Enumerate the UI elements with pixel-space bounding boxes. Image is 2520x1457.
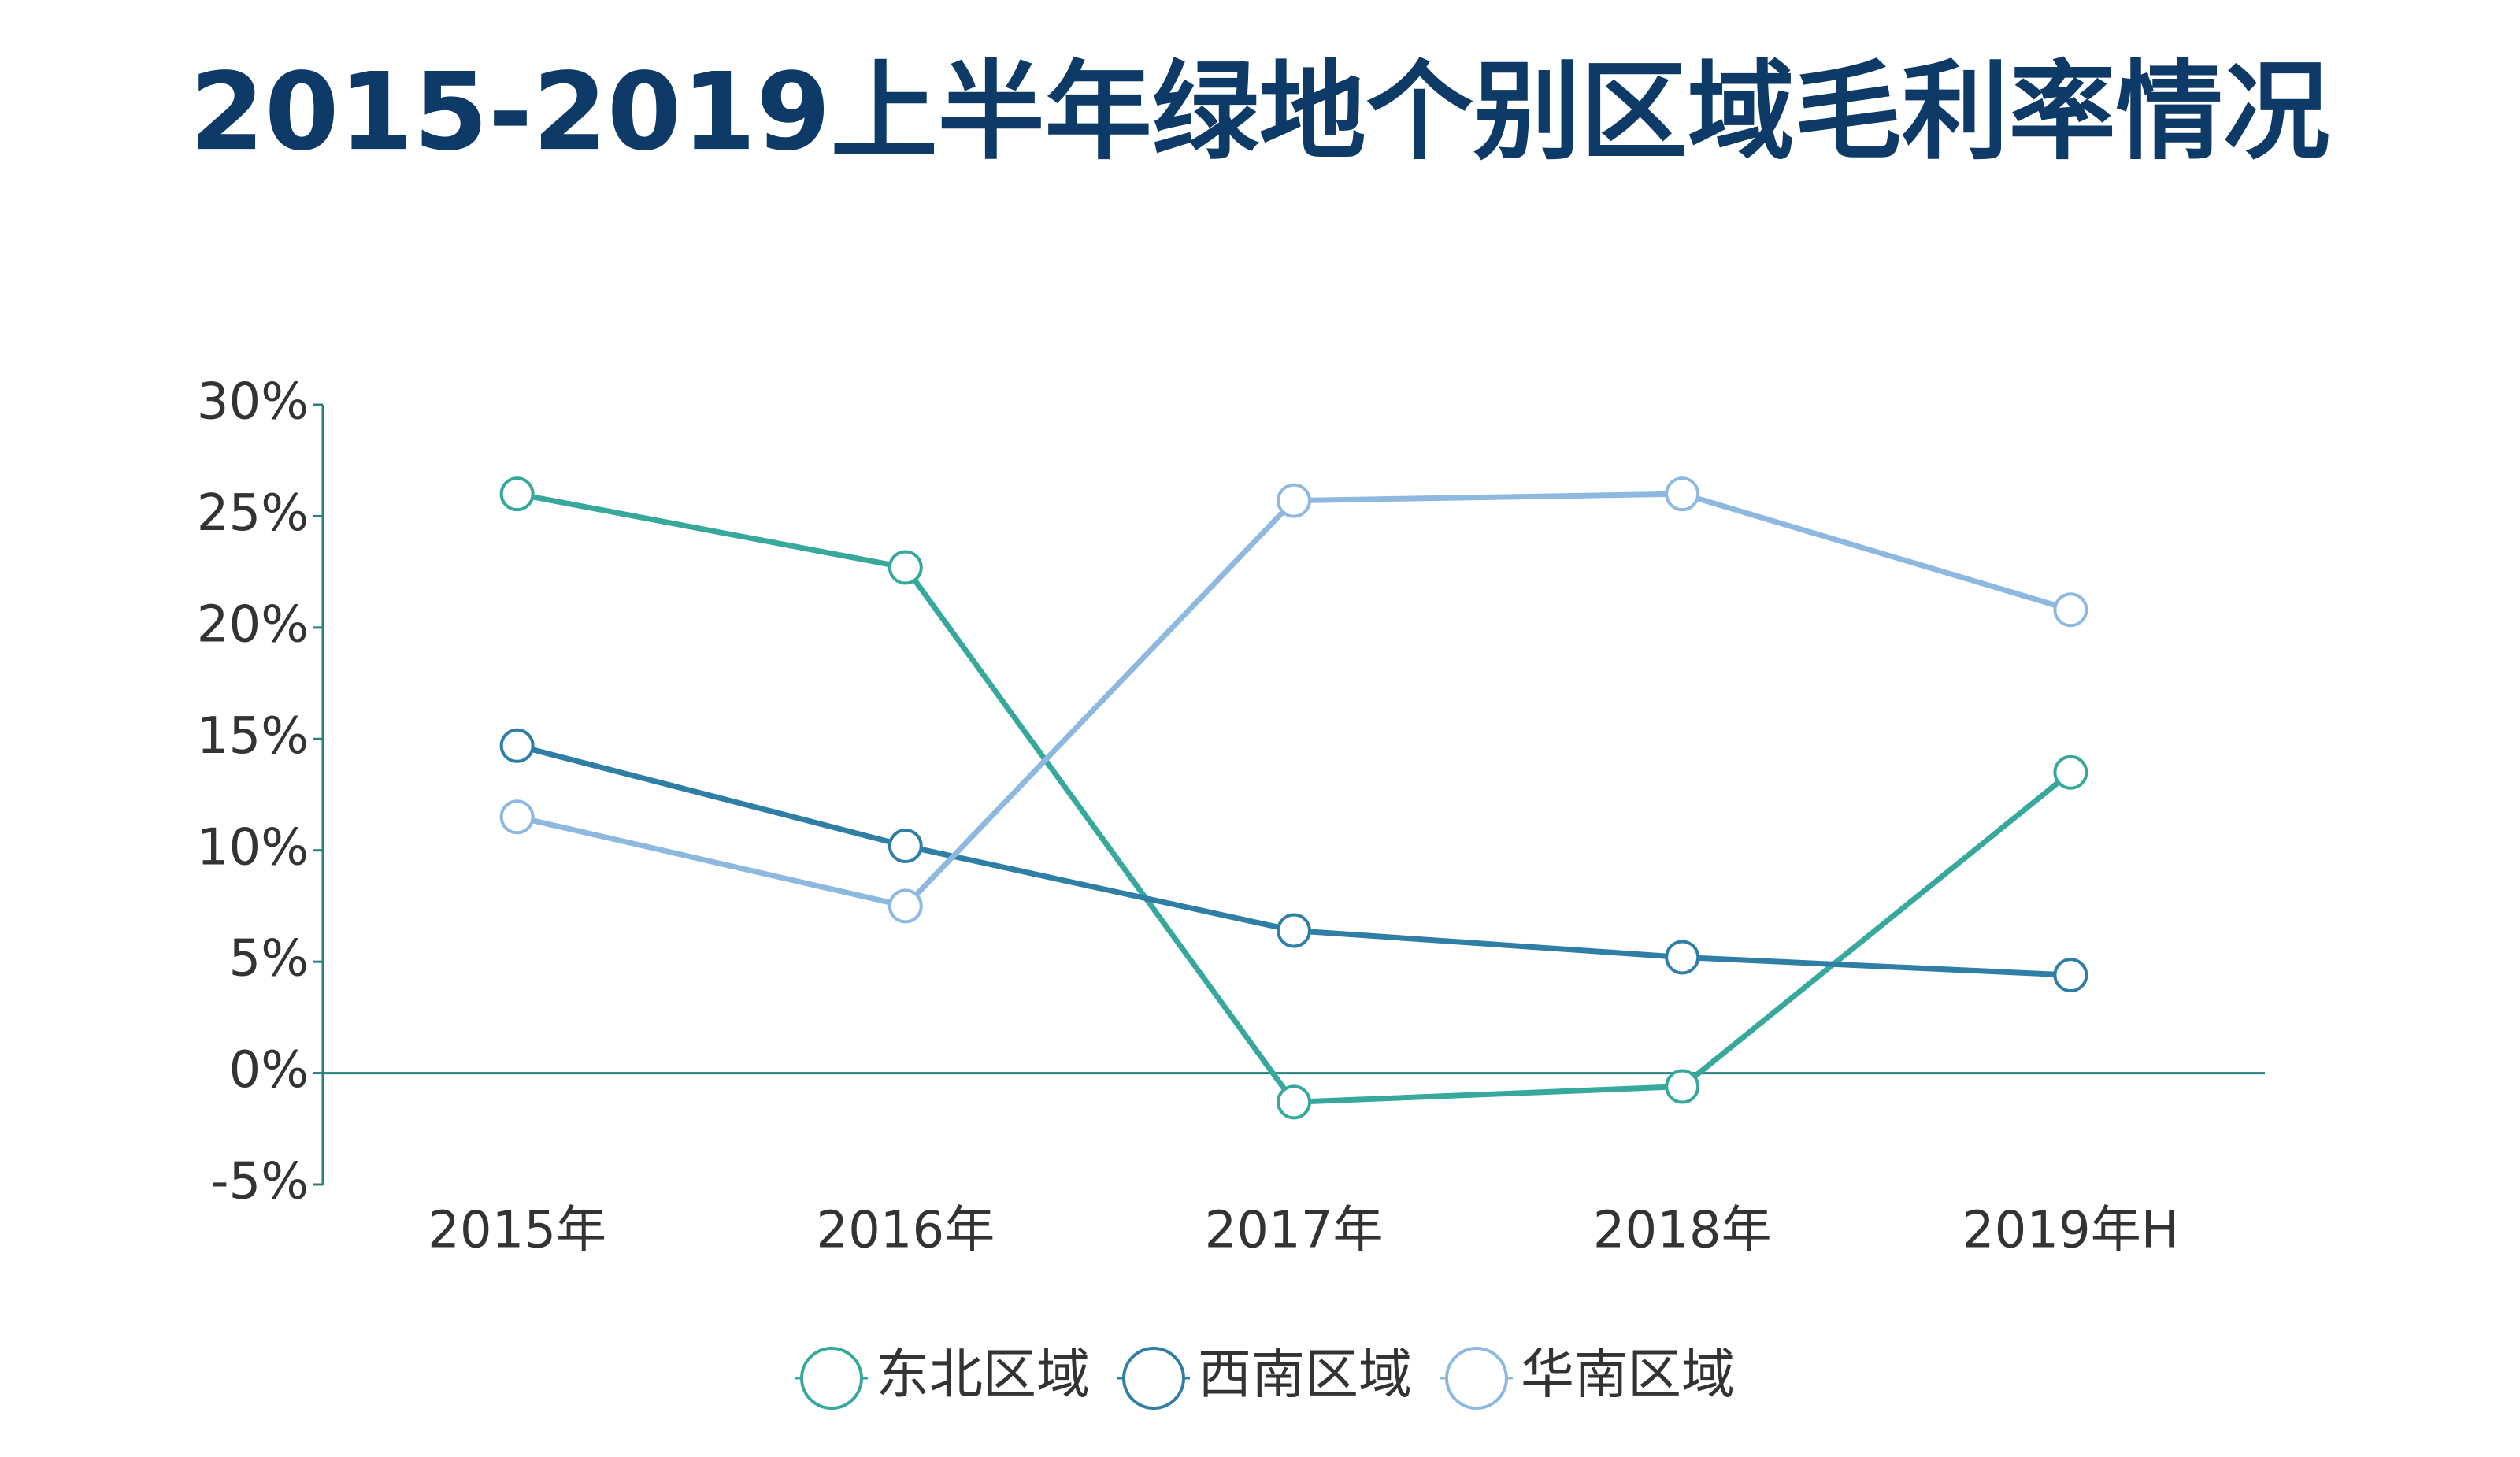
chart-title: 2015-2019上半年绿地个别区域毛利率情况 bbox=[190, 50, 2329, 175]
y-tick-label: 10% bbox=[197, 818, 309, 877]
y-tick-label: 5% bbox=[228, 930, 309, 988]
y-tick-label: 30% bbox=[197, 373, 309, 432]
point bbox=[888, 829, 923, 864]
point bbox=[888, 550, 923, 585]
point bbox=[499, 476, 535, 512]
y-tick-label: 0% bbox=[228, 1041, 309, 1099]
point bbox=[1665, 476, 1700, 512]
point bbox=[1277, 483, 1311, 518]
point bbox=[1665, 1069, 1700, 1104]
x-tick-label: 2017年 bbox=[1205, 1202, 1384, 1260]
point bbox=[2053, 592, 2088, 628]
legend-label: 东北区域 bbox=[876, 1344, 1090, 1407]
series-line bbox=[516, 491, 2073, 1105]
legend-label: 华南区域 bbox=[1521, 1344, 1735, 1407]
point bbox=[499, 728, 535, 763]
x-tick-label: 2015年 bbox=[428, 1202, 606, 1260]
point bbox=[888, 888, 923, 924]
point bbox=[2053, 754, 2088, 790]
y-tick-label: 15% bbox=[197, 707, 309, 766]
x-tick-label: 2019年H bbox=[1962, 1202, 2179, 1260]
point bbox=[1277, 913, 1311, 948]
series-line bbox=[516, 491, 2072, 910]
legend-label: 西南区域 bbox=[1198, 1344, 1412, 1407]
point bbox=[2053, 958, 2088, 993]
point bbox=[1277, 1084, 1311, 1120]
legend-marker bbox=[1445, 1347, 1508, 1410]
y-tick-label: -5% bbox=[210, 1153, 309, 1211]
x-tick-label: 2016年 bbox=[816, 1202, 995, 1260]
x-tick-label: 2018年 bbox=[1593, 1202, 1772, 1260]
y-tick-label: 25% bbox=[197, 484, 309, 543]
y-tick-label: 20% bbox=[197, 595, 309, 654]
point bbox=[1665, 940, 1700, 975]
point bbox=[499, 799, 535, 835]
legend-marker bbox=[800, 1347, 863, 1410]
legend-marker bbox=[1122, 1347, 1185, 1410]
